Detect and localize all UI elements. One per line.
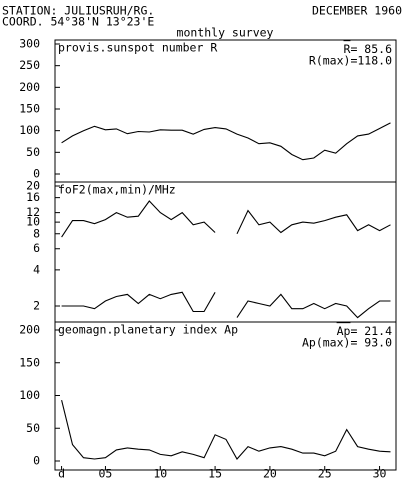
y-tick-label: 300 [19, 37, 40, 51]
x-tick-label: 20 [263, 467, 277, 480]
y-tick-label: 4 [33, 262, 40, 276]
mean-symbol: Ap [337, 324, 351, 338]
panel-title: geomagn.planetary index Ap [58, 323, 238, 337]
y-tick-label: 50 [26, 145, 40, 159]
mean-value: = 85.6 [350, 42, 392, 56]
x-tick-label: 10 [153, 467, 167, 480]
y-tick-label: 12 [26, 205, 40, 219]
date: DECEMBER 1960 [312, 4, 402, 18]
data-line [61, 122, 391, 161]
coords: COORD. 54°38'N 13°23'E [2, 15, 154, 29]
y-tick-label: 8 [33, 226, 40, 240]
max-label: Ap(max)= 93.0 [302, 336, 392, 350]
mean-value: = 21.4 [350, 324, 392, 338]
x-tick-label: 25 [318, 467, 332, 480]
y-tick-label: 200 [19, 323, 40, 337]
y-tick-label: 16 [26, 190, 40, 204]
y-tick-label: 200 [19, 80, 40, 94]
data-line [61, 200, 391, 238]
y-tick-label: 10 [26, 215, 40, 229]
y-tick-label: 0 [33, 454, 40, 468]
x-tick-label: 15 [208, 467, 222, 480]
mean-symbol: R [344, 42, 351, 56]
panel-title: provis.sunspot number R [58, 41, 217, 55]
data-line [61, 291, 391, 319]
mean-label: Ap= 21.4 [337, 324, 392, 338]
panel-title: foF2(max,min)/MHz [58, 183, 176, 197]
y-tick-label: 0 [33, 167, 40, 181]
max-label: R(max)=118.0 [309, 54, 392, 68]
y-tick-label: 150 [19, 355, 40, 369]
y-tick-label: 100 [19, 123, 40, 137]
x-tick-label: 05 [99, 467, 113, 480]
y-tick-label: 6 [33, 241, 40, 255]
x-tick-label: d [58, 467, 65, 480]
subtitle: monthly survey [177, 26, 274, 40]
mean-label: R= 85.6 [344, 42, 393, 56]
y-tick-label: 2 [33, 299, 40, 313]
station: STATION: JULIUSRUH/RG. [2, 4, 154, 18]
y-tick-label: 100 [19, 388, 40, 402]
y-tick-label: 150 [19, 102, 40, 116]
y-tick-label: 250 [19, 58, 40, 72]
x-tick-label: 30 [373, 467, 387, 480]
data-line [61, 399, 391, 460]
y-tick-label: 20 [26, 179, 40, 193]
y-tick-label: 50 [26, 421, 40, 435]
